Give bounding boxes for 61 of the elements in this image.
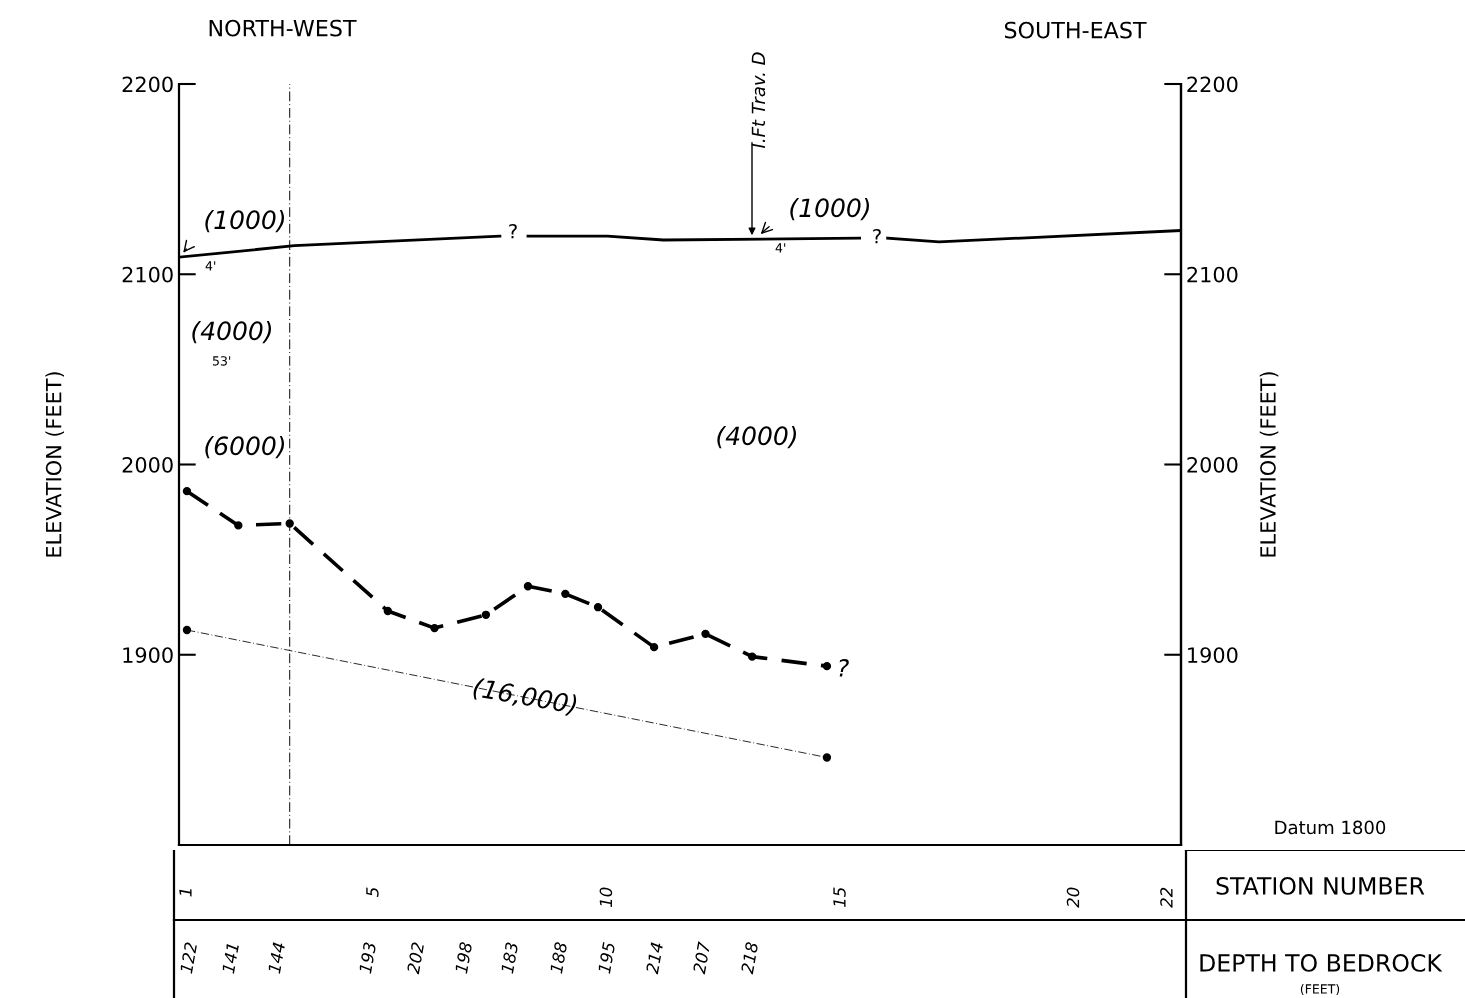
text: 195 [597,941,616,974]
annotation: ? [873,228,881,244]
x-tick-label: 15 [833,887,846,908]
point [234,521,243,530]
x-tick-label: 20 [1066,887,1080,908]
text: 207 [692,941,711,975]
point [822,661,832,671]
point [561,589,570,599]
text: 218 [740,941,759,975]
point [649,642,659,652]
point [182,486,192,496]
y2-axis-title: ELEVATION (FEET) [1259,372,1279,557]
point [822,753,832,762]
y2-tick-label: 2100 [1187,266,1238,283]
annotation: I.Ft Trav. D [751,52,766,149]
y-tick-label: 2100 [122,266,173,283]
point [182,625,192,635]
point [701,629,710,638]
annotation: (1000) [790,197,870,221]
text: NORTH-WEST [209,19,357,37]
y2-tick-label: 2200 [1187,76,1238,93]
y-tick-label: 2000 [122,456,173,473]
annotation: 53' [212,356,231,366]
point [593,603,603,612]
annotation: 4' [205,261,216,271]
y-tick-label: 1900 [123,647,173,663]
text: 144 [267,942,286,974]
text: 183 [500,942,519,974]
annotation: (16,000) [472,677,578,717]
text: Datum 1800 [1275,820,1386,835]
y-axis-title: ELEVATION (FEET) [45,372,64,557]
text: 214 [645,942,664,975]
annotation: (4000) [717,425,797,449]
point [748,652,757,661]
point [481,610,491,619]
annotation: (6000) [205,435,285,459]
annotation: ? [509,223,517,239]
annotation: 4' [775,243,786,253]
y2-tick-label: 1900 [1188,647,1238,663]
text: DEPTH TO BEDROCK [1200,953,1443,972]
text: 202 [406,942,425,975]
x-tick-label: 1 [179,889,192,897]
x-tick-label: 10 [599,887,613,908]
x-tick-label: 5 [366,887,379,897]
point [430,623,439,633]
text: 141 [221,943,239,974]
annotation: (4000) [192,320,272,344]
annotation: ? [839,658,849,677]
text: (FEET) [1300,983,1340,996]
annotation: (1000) [205,209,285,233]
text: STATION NUMBER [1216,876,1425,895]
y-tick-label: 2200 [122,76,173,93]
text: 193 [358,942,377,974]
y2-tick-label: 2000 [1187,456,1238,473]
point [523,582,533,591]
text: 198 [454,941,473,974]
x-tick-label: 22 [1160,887,1173,908]
text: SOUTH-EAST [1004,21,1147,39]
text: 188 [549,941,568,974]
point [383,606,392,616]
text: 122 [179,942,198,974]
